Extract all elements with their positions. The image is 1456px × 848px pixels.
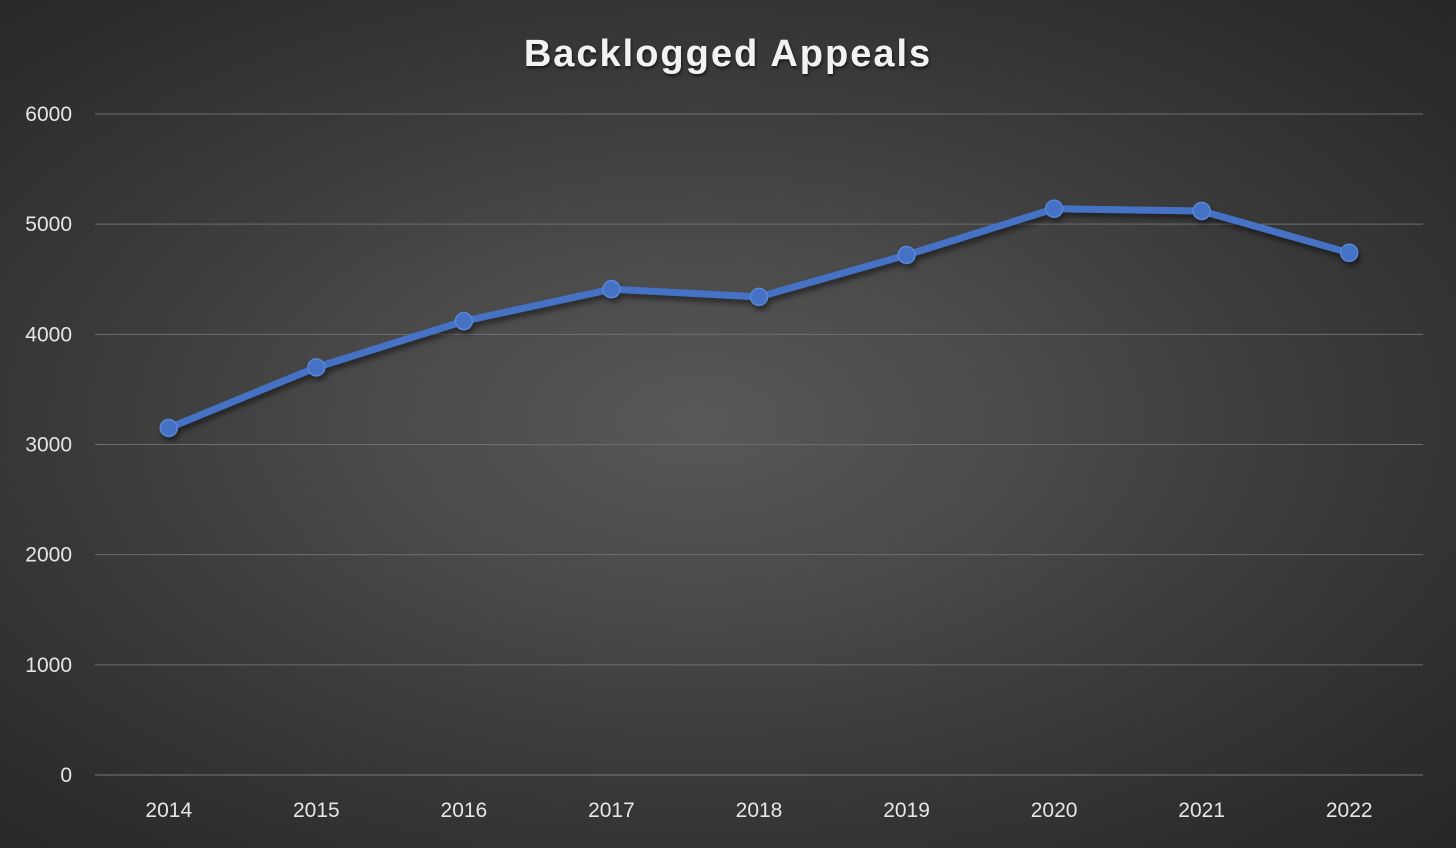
data-point-2019 xyxy=(897,245,916,265)
y-tick-label-4000: 4000 xyxy=(25,323,72,346)
x-tick-label-2020: 2020 xyxy=(1031,799,1078,822)
y-tick-label-6000: 6000 xyxy=(25,103,72,126)
x-tick-label-2021: 2021 xyxy=(1178,799,1225,822)
x-axis-tick-labels: 2014 2015 2016 2017 2018 2019 2020 2021 2022 xyxy=(145,799,1372,822)
y-tick-label-1000: 1000 xyxy=(25,654,72,677)
data-point-2015 xyxy=(307,358,326,377)
y-axis-tick-labels: 0 1000 2000 3000 4000 5000 6000 xyxy=(25,103,72,787)
x-tick-label-2019: 2019 xyxy=(883,799,930,822)
data-point-2022 xyxy=(1339,243,1359,263)
x-tick-label-2015: 2015 xyxy=(293,799,340,822)
x-tick-label-2017: 2017 xyxy=(588,799,635,822)
series-line-0 xyxy=(165,205,1353,432)
data-point-2018 xyxy=(749,287,769,307)
y-tick-label-0: 0 xyxy=(60,764,72,787)
y-tick-label-2000: 2000 xyxy=(25,544,72,567)
data-point-2014 xyxy=(159,418,179,438)
chart-title: Backlogged Appeals xyxy=(524,33,932,75)
y-tick-label-3000: 3000 xyxy=(25,434,72,457)
data-point-2016 xyxy=(454,311,474,331)
x-tick-label-2022: 2022 xyxy=(1326,799,1373,822)
x-tick-label-2014: 2014 xyxy=(145,799,192,822)
data-point-2021 xyxy=(1192,201,1211,221)
gridlines xyxy=(95,113,1423,776)
x-tick-label-2018: 2018 xyxy=(736,799,783,822)
y-tick-label-5000: 5000 xyxy=(25,213,72,236)
data-point-2017 xyxy=(602,279,621,299)
data-point-2020 xyxy=(1044,199,1064,218)
x-tick-label-2016: 2016 xyxy=(441,799,488,822)
series-layer xyxy=(159,199,1359,438)
